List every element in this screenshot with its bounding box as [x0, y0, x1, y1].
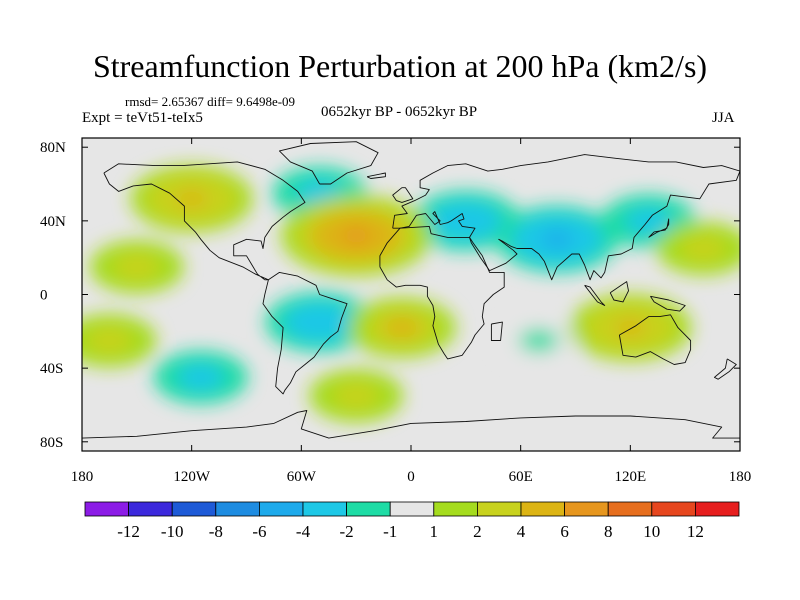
colorbar-tick-label: 2 — [473, 522, 482, 541]
colorbar-swatch — [302, 501, 347, 517]
colorbar-swatch — [520, 501, 565, 517]
field-blob — [541, 230, 573, 248]
field-blob — [176, 190, 207, 208]
colorbar-swatch — [346, 501, 391, 517]
season-label: JJA — [712, 110, 735, 126]
colorbar-tick-label: 12 — [687, 522, 704, 541]
colorbar-swatch — [215, 501, 260, 517]
lon-tick-label: 120E — [614, 469, 646, 485]
lon-tick-label: 180 — [71, 469, 94, 485]
coastline — [379, 225, 505, 360]
field-blob — [301, 312, 338, 333]
coastline — [262, 271, 348, 395]
field-blob — [341, 227, 372, 244]
coastline — [278, 141, 379, 185]
lat-tick-label: 80N — [40, 140, 66, 156]
lat-tick-label: 40S — [40, 361, 63, 377]
coastline — [392, 187, 414, 203]
colorbar-tick-label: -12 — [117, 522, 140, 541]
coastline — [82, 410, 740, 439]
field-blob — [447, 210, 484, 231]
field-blob — [615, 319, 646, 337]
colorbar-tick-label: 6 — [560, 522, 569, 541]
lat-tick-label: 40N — [40, 214, 66, 230]
colorbar-swatch — [128, 501, 173, 517]
colorbar-tick-label: -2 — [340, 522, 354, 541]
field-blob — [113, 253, 161, 281]
map-axes: 80N 40N 0 40S 80S 180 120W 60W 0 60E 120E 180 — [40, 138, 751, 485]
colorbar-swatch — [651, 501, 696, 517]
colorbar-swatch — [433, 501, 478, 517]
field-blob — [518, 329, 559, 353]
field-blob — [383, 317, 420, 338]
colorbar-swatch — [389, 501, 435, 517]
coastline — [490, 321, 503, 341]
coastlines — [82, 141, 740, 439]
coastline — [366, 172, 386, 179]
coastline — [103, 161, 306, 281]
colorbar-tick-label: -4 — [296, 522, 311, 541]
coastline — [584, 284, 606, 306]
colorbar-tick-label: 10 — [643, 522, 660, 541]
experiment-label: Expt = teVt51-teIx5 — [82, 110, 203, 126]
lon-tick-label: 180 — [729, 469, 752, 485]
colorbar-tick-label: 8 — [604, 522, 613, 541]
coastline — [618, 314, 692, 365]
lat-tick-label: 0 — [40, 288, 48, 304]
chart-title: Streamfunction Perturbation at 200 hPa (… — [92, 48, 708, 84]
lon-tick-label: 60E — [509, 469, 533, 485]
lon-tick-label: 0 — [407, 469, 415, 485]
colorbar-tick-label: 4 — [517, 522, 526, 541]
stats-label: rmsd= 2.65367 diff= 9.6498e-09 — [125, 94, 296, 109]
coastline — [392, 154, 740, 281]
field-blob — [332, 382, 380, 410]
colorbar-swatch — [564, 501, 609, 517]
lon-tick-label: 60W — [287, 469, 317, 485]
coastline — [609, 281, 629, 303]
field-blob — [625, 207, 673, 235]
streamfunction-field — [82, 138, 740, 451]
colorbar-tick-label: -1 — [383, 522, 397, 541]
field-blob — [85, 327, 133, 354]
coastline — [713, 358, 737, 380]
lat-tick-label: 80S — [40, 435, 63, 451]
colorbar-tick-label: -6 — [252, 522, 266, 541]
colorbar: -12 -10 -8 -6 -4 -2 -1 1 2 4 6 8 10 12 — [84, 501, 740, 541]
field-blob — [177, 364, 225, 391]
colorbar-swatch — [607, 501, 653, 517]
colorbar-tick-label: -10 — [161, 522, 184, 541]
colorbar-swatch — [84, 501, 129, 517]
field-blob — [679, 235, 727, 262]
lon-tick-label: 120W — [173, 469, 211, 485]
colorbar-swatch — [258, 501, 304, 517]
coastline — [648, 218, 670, 238]
colorbar-swatch — [171, 501, 217, 517]
period-label: 0652kyr BP - 0652kyr BP — [321, 104, 478, 120]
colorbar-swatch — [695, 501, 740, 517]
colorbar-swatch — [476, 501, 522, 517]
colorbar-tick-label: 1 — [430, 522, 439, 541]
colorbar-tick-label: -8 — [209, 522, 223, 541]
coastline — [650, 295, 686, 312]
